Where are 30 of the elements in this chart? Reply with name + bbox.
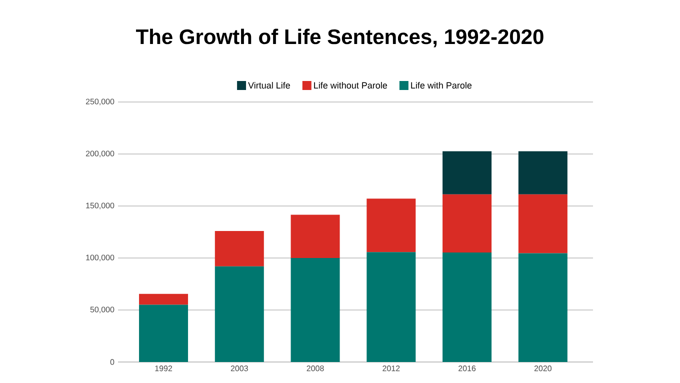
y-tick-label: 200,000: [86, 150, 114, 158]
bar: [366, 198, 416, 252]
y-tick-label: 250,000: [86, 98, 114, 106]
bar: [214, 230, 264, 266]
legend-label: Life without Parole: [314, 82, 388, 89]
x-tick-label: 2003: [230, 366, 248, 372]
bar: [518, 194, 568, 254]
bar: [442, 252, 492, 362]
bar: [366, 252, 416, 362]
y-tick-label: 150,000: [86, 202, 114, 210]
legend-label: Virtual Life: [248, 82, 290, 89]
legend-label: Life with Parole: [411, 82, 472, 89]
bar: [290, 258, 340, 362]
y-tick-label: 100,000: [86, 254, 114, 262]
bar: [442, 194, 492, 252]
x-tick-label: 2016: [458, 366, 476, 372]
bar: [139, 304, 188, 362]
x-tick-label: 1992: [155, 366, 172, 372]
bar: [290, 214, 340, 258]
x-tick-label: 2020: [534, 366, 552, 372]
x-tick-label: 2008: [306, 366, 324, 372]
chart-title: The Growth of Life Sentences, 1992-2020: [136, 28, 544, 48]
y-tick-label: 0: [110, 359, 114, 365]
bar: [139, 294, 188, 305]
y-tick-label: 50,000: [90, 306, 114, 314]
bar: [214, 266, 264, 362]
bar: [518, 151, 568, 194]
bar: [518, 253, 568, 362]
bar: [442, 151, 492, 194]
x-tick-label: 2012: [382, 366, 400, 372]
